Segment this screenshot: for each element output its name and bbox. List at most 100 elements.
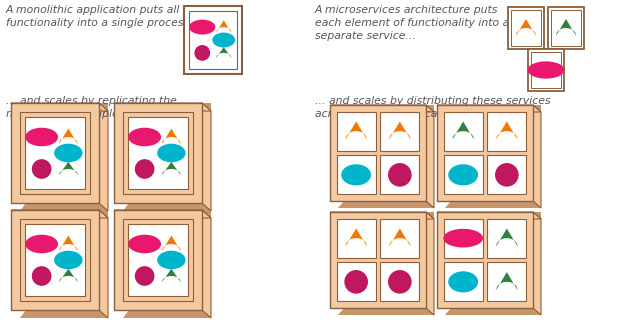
FancyBboxPatch shape (25, 224, 85, 297)
FancyBboxPatch shape (551, 10, 581, 46)
Ellipse shape (157, 251, 186, 269)
Ellipse shape (528, 61, 564, 79)
Ellipse shape (344, 270, 368, 294)
FancyBboxPatch shape (487, 262, 526, 301)
FancyBboxPatch shape (444, 112, 483, 151)
FancyBboxPatch shape (444, 219, 483, 257)
Polygon shape (216, 47, 231, 58)
Text: ... and scales by distributing these services
across servers, replicating as nee: ... and scales by distributing these ser… (315, 96, 551, 119)
Polygon shape (496, 229, 517, 246)
FancyBboxPatch shape (123, 112, 193, 194)
FancyBboxPatch shape (381, 155, 419, 194)
Text: A monolithic application puts all its
functionality into a single process...: A monolithic application puts all its fu… (6, 5, 199, 28)
Polygon shape (59, 236, 78, 251)
Polygon shape (533, 212, 541, 315)
FancyBboxPatch shape (20, 112, 90, 194)
Ellipse shape (54, 251, 83, 269)
Ellipse shape (135, 159, 155, 179)
FancyBboxPatch shape (437, 212, 533, 308)
Polygon shape (11, 210, 108, 218)
FancyBboxPatch shape (114, 210, 202, 310)
Polygon shape (338, 212, 434, 315)
Ellipse shape (212, 32, 235, 48)
Polygon shape (445, 105, 541, 208)
Polygon shape (437, 212, 541, 219)
Ellipse shape (448, 164, 478, 185)
FancyBboxPatch shape (330, 212, 426, 308)
FancyBboxPatch shape (337, 155, 376, 194)
FancyBboxPatch shape (487, 155, 526, 194)
Polygon shape (389, 229, 410, 246)
FancyBboxPatch shape (528, 49, 564, 91)
Polygon shape (162, 162, 181, 175)
Polygon shape (216, 20, 231, 33)
Polygon shape (496, 272, 517, 290)
Polygon shape (114, 210, 211, 218)
Ellipse shape (194, 45, 210, 61)
Polygon shape (453, 121, 474, 139)
Polygon shape (338, 105, 434, 208)
Ellipse shape (129, 235, 161, 253)
Ellipse shape (443, 229, 483, 248)
Polygon shape (330, 212, 434, 219)
Polygon shape (20, 210, 108, 318)
Ellipse shape (32, 159, 52, 179)
Polygon shape (345, 121, 367, 139)
Polygon shape (202, 103, 211, 211)
FancyBboxPatch shape (128, 117, 188, 189)
Ellipse shape (129, 128, 161, 146)
Polygon shape (426, 212, 434, 315)
Polygon shape (59, 162, 78, 175)
Polygon shape (11, 103, 108, 111)
FancyBboxPatch shape (337, 112, 376, 151)
FancyBboxPatch shape (11, 103, 99, 203)
FancyBboxPatch shape (381, 112, 419, 151)
FancyBboxPatch shape (330, 105, 426, 201)
FancyBboxPatch shape (123, 219, 193, 301)
Polygon shape (445, 212, 541, 315)
Polygon shape (99, 103, 108, 211)
Ellipse shape (25, 128, 58, 146)
FancyBboxPatch shape (11, 210, 99, 310)
FancyBboxPatch shape (548, 7, 584, 49)
Polygon shape (426, 105, 434, 208)
Polygon shape (496, 121, 517, 139)
Polygon shape (162, 129, 181, 144)
Polygon shape (99, 210, 108, 318)
Polygon shape (20, 103, 108, 211)
Polygon shape (556, 19, 576, 35)
Ellipse shape (54, 144, 83, 162)
Polygon shape (516, 19, 536, 35)
FancyBboxPatch shape (487, 112, 526, 151)
Polygon shape (345, 229, 367, 246)
Polygon shape (162, 236, 181, 251)
FancyBboxPatch shape (337, 219, 376, 257)
Polygon shape (162, 269, 181, 282)
FancyBboxPatch shape (531, 52, 561, 88)
Ellipse shape (157, 144, 186, 162)
Polygon shape (123, 210, 211, 318)
Ellipse shape (32, 266, 52, 286)
FancyBboxPatch shape (184, 6, 242, 74)
FancyBboxPatch shape (444, 155, 483, 194)
Polygon shape (202, 210, 211, 318)
Polygon shape (59, 129, 78, 144)
FancyBboxPatch shape (20, 219, 90, 301)
FancyBboxPatch shape (444, 262, 483, 301)
Ellipse shape (448, 271, 478, 293)
Ellipse shape (25, 235, 58, 253)
Polygon shape (533, 105, 541, 208)
Ellipse shape (495, 163, 519, 187)
FancyBboxPatch shape (487, 219, 526, 257)
Polygon shape (330, 105, 434, 112)
FancyBboxPatch shape (25, 117, 85, 189)
FancyBboxPatch shape (189, 10, 237, 69)
FancyBboxPatch shape (337, 262, 376, 301)
Polygon shape (437, 105, 541, 112)
Ellipse shape (388, 163, 412, 187)
FancyBboxPatch shape (381, 219, 419, 257)
Ellipse shape (341, 164, 371, 185)
Polygon shape (59, 269, 78, 282)
Ellipse shape (388, 270, 412, 294)
Polygon shape (123, 103, 211, 211)
